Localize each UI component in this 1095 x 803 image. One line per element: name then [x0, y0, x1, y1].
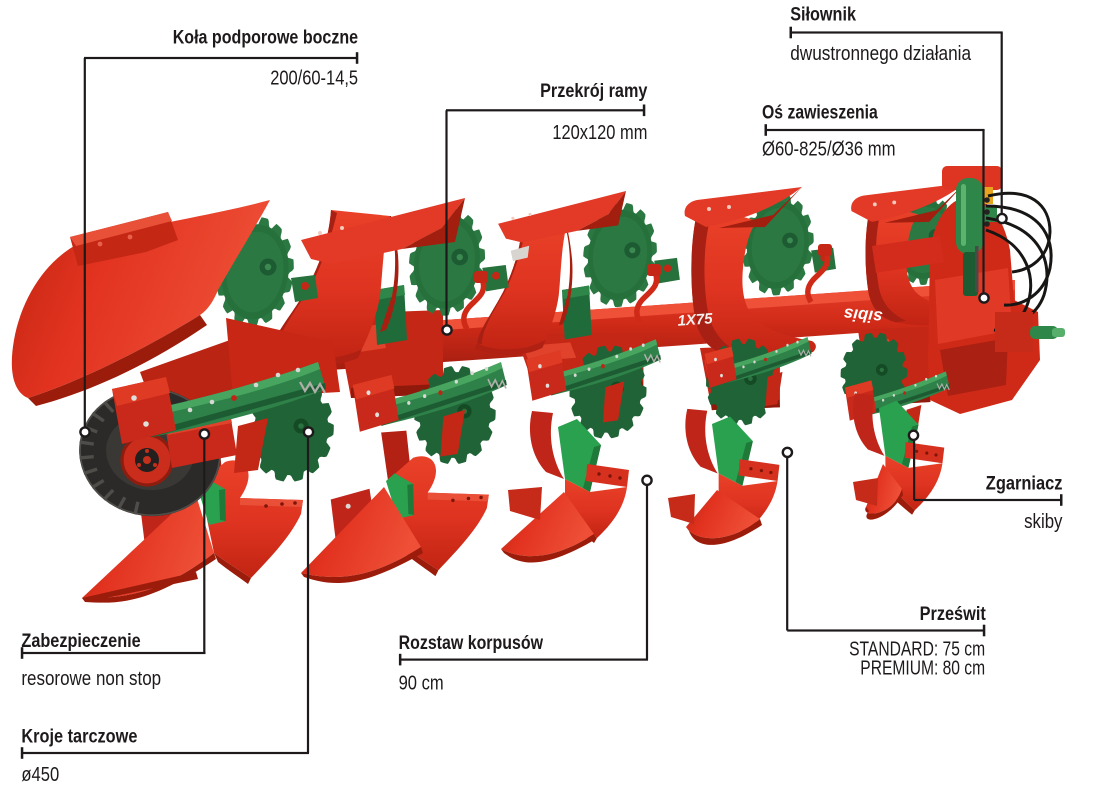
- svg-text:Kroje tarczowe: Kroje tarczowe: [21, 727, 137, 748]
- svg-text:90 cm: 90 cm: [399, 672, 444, 694]
- svg-text:Zabezpieczenie: Zabezpieczenie: [21, 631, 140, 652]
- svg-text:Prześwit: Prześwit: [920, 604, 987, 625]
- svg-text:Przekrój ramy: Przekrój ramy: [540, 81, 648, 102]
- svg-text:200/60-14,5: 200/60-14,5: [270, 68, 358, 90]
- svg-text:Zgarniacz: Zgarniacz: [986, 474, 1063, 495]
- svg-text:ø450: ø450: [21, 764, 59, 786]
- svg-text:1X75: 1X75: [677, 310, 714, 329]
- svg-text:Ø60-825/Ø36 mm: Ø60-825/Ø36 mm: [762, 139, 896, 161]
- svg-text:Oś zawieszenia: Oś zawieszenia: [762, 102, 878, 123]
- svg-text:Rozstaw korpusów: Rozstaw korpusów: [399, 633, 544, 654]
- svg-text:sibis: sibis: [843, 304, 883, 326]
- svg-text:PREMIUM: 80 cm: PREMIUM: 80 cm: [860, 658, 985, 680]
- svg-text:Koła podporowe boczne: Koła podporowe boczne: [173, 27, 358, 48]
- svg-text:skiby: skiby: [1024, 511, 1062, 533]
- svg-text:120x120 mm: 120x120 mm: [552, 122, 647, 144]
- svg-text:Siłownik: Siłownik: [790, 4, 856, 25]
- svg-text:resorowe non stop: resorowe non stop: [21, 668, 161, 690]
- svg-text:dwustronnego działania: dwustronnego działania: [790, 43, 972, 65]
- svg-text:STANDARD: 75 cm: STANDARD: 75 cm: [849, 638, 985, 660]
